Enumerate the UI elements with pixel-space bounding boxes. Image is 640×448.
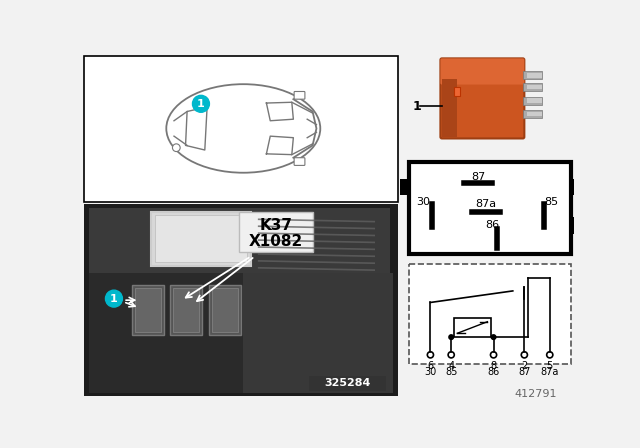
Circle shape — [490, 352, 497, 358]
Circle shape — [449, 335, 454, 340]
Bar — [523, 72, 542, 79]
Text: 5: 5 — [547, 361, 553, 371]
Bar — [399, 178, 410, 195]
Text: 86: 86 — [488, 367, 500, 377]
Bar — [409, 162, 570, 254]
Bar — [409, 264, 570, 364]
Bar — [90, 273, 243, 392]
Text: 87a: 87a — [541, 367, 559, 377]
Bar — [523, 97, 542, 104]
Bar — [523, 83, 542, 90]
Text: K37: K37 — [259, 218, 292, 233]
Bar — [155, 215, 247, 262]
Text: 6: 6 — [428, 361, 433, 371]
Text: X1082: X1082 — [248, 234, 303, 249]
Circle shape — [172, 144, 180, 151]
Circle shape — [193, 95, 209, 112]
Bar — [527, 85, 542, 89]
Bar — [569, 217, 580, 234]
Bar — [454, 87, 460, 96]
Bar — [243, 273, 394, 392]
Circle shape — [106, 290, 122, 307]
Bar — [170, 285, 202, 335]
Text: 1: 1 — [412, 99, 421, 112]
FancyBboxPatch shape — [440, 58, 524, 85]
Text: 1: 1 — [110, 293, 118, 304]
Circle shape — [521, 352, 527, 358]
Circle shape — [428, 352, 433, 358]
Text: 30: 30 — [416, 198, 429, 207]
Bar — [569, 178, 580, 195]
Bar — [90, 208, 390, 273]
Bar — [135, 288, 161, 332]
Text: 8: 8 — [490, 361, 497, 371]
Bar — [239, 211, 312, 252]
Bar — [212, 288, 238, 332]
Bar — [209, 285, 241, 335]
Bar — [527, 99, 542, 103]
Bar — [308, 375, 386, 391]
Circle shape — [448, 352, 454, 358]
Ellipse shape — [166, 84, 320, 173]
Text: 87: 87 — [518, 367, 531, 377]
FancyBboxPatch shape — [294, 91, 305, 99]
Text: 2: 2 — [521, 361, 527, 371]
Bar — [173, 288, 200, 332]
Bar — [442, 79, 458, 137]
Bar — [454, 318, 492, 337]
Text: 1: 1 — [197, 99, 205, 109]
Bar — [523, 110, 542, 118]
Text: 4: 4 — [448, 361, 454, 371]
FancyBboxPatch shape — [294, 158, 305, 165]
Text: 85: 85 — [544, 198, 558, 207]
Text: 86: 86 — [485, 220, 499, 230]
Bar — [527, 73, 542, 78]
Text: 85: 85 — [445, 367, 458, 377]
Text: 30: 30 — [424, 367, 436, 377]
Text: 325284: 325284 — [324, 378, 371, 388]
Bar — [527, 112, 542, 116]
Bar — [84, 204, 398, 396]
Text: 412791: 412791 — [515, 389, 557, 399]
Bar — [151, 211, 251, 266]
Bar — [132, 285, 164, 335]
Text: 87: 87 — [471, 172, 485, 182]
FancyBboxPatch shape — [440, 58, 524, 138]
Text: 87a: 87a — [476, 199, 497, 209]
Circle shape — [492, 335, 496, 340]
Bar — [84, 56, 398, 202]
Circle shape — [547, 352, 553, 358]
